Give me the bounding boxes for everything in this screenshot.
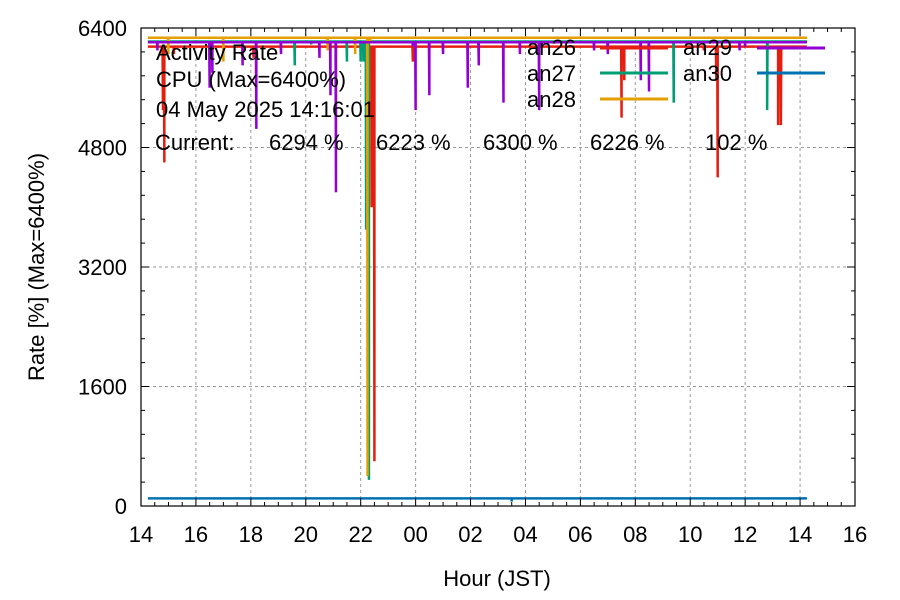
current-value-an26: 6294 %	[269, 130, 344, 155]
x-tick-label: 08	[623, 522, 647, 547]
current-value-an30: 102 %	[705, 130, 767, 155]
x-tick-label: 00	[403, 522, 427, 547]
current-values: Current: 6294 % 6223 % 6300 % 6226 % 102…	[155, 130, 767, 155]
y-tick-label: 0	[115, 494, 127, 519]
legend-label-an27: an27	[527, 61, 576, 86]
current-value-an29: 6226 %	[590, 130, 665, 155]
current-value-an27: 6223 %	[376, 130, 451, 155]
x-tick-label: 10	[678, 522, 702, 547]
x-tick-label: 02	[458, 522, 482, 547]
x-tick-label: 06	[568, 522, 592, 547]
x-tick-label: 12	[733, 522, 757, 547]
x-tick-label: 04	[513, 522, 537, 547]
x-tick-label: 14	[788, 522, 812, 547]
legend-label-an30: an30	[683, 61, 732, 86]
chart-subtitle: CPU (Max=6400%)	[156, 67, 346, 92]
x-tick-label: 16	[184, 522, 208, 547]
series-lines	[147, 36, 807, 502]
axis-ticks: 0 1600 3200 4800 6400 14 16 18 20 22 00 02 04 06 08 10 1…	[78, 16, 867, 547]
x-axis-title: Hour (JST)	[443, 566, 551, 591]
grid-lines	[141, 28, 855, 506]
y-tick-label: 6400	[78, 16, 127, 41]
legend-label-an29: an29	[683, 35, 732, 60]
x-tick-label: 22	[348, 522, 372, 547]
x-tick-label: 16	[843, 522, 867, 547]
series-line-an30	[147, 497, 807, 502]
chart-timestamp: 04 May 2025 14:16:01	[156, 97, 375, 122]
series-line-an28	[147, 36, 807, 477]
current-value-an28: 6300 %	[483, 130, 558, 155]
series-line-an29	[147, 40, 807, 193]
legend-label-an26: an26	[527, 35, 576, 60]
y-axis-title: Rate [%] (Max=6400%)	[24, 153, 49, 381]
x-tick-label: 14	[129, 522, 153, 547]
x-tick-label: 18	[239, 522, 263, 547]
legend: an26 an27 an28 an29 an30	[527, 35, 825, 112]
info-box: Activity Rate CPU (Max=6400%) 04 May 202…	[156, 40, 375, 122]
y-tick-label: 3200	[78, 255, 127, 280]
current-label: Current:	[155, 130, 234, 155]
chart-title: Activity Rate	[156, 40, 278, 65]
legend-label-an28: an28	[527, 87, 576, 112]
y-tick-label: 1600	[78, 375, 127, 400]
x-tick-label: 20	[294, 522, 318, 547]
y-tick-label: 4800	[78, 136, 127, 161]
